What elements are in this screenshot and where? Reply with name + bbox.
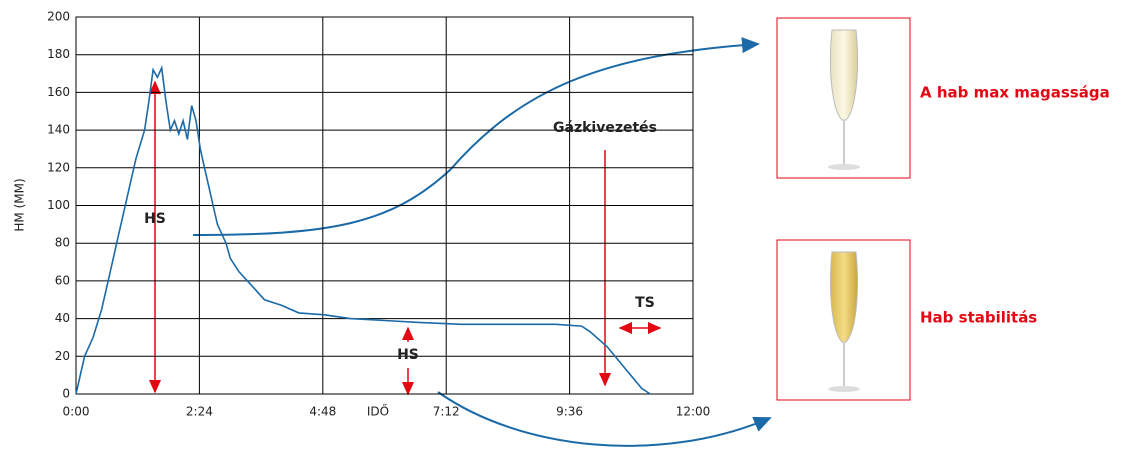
chart: HM (MM) IDŐ 0 20 40 60 80 100 120 140 160 180 200 0… bbox=[0, 0, 1148, 455]
x-tick-label: 2:24 bbox=[186, 405, 213, 419]
y-tick-label: 140 bbox=[47, 123, 70, 137]
x-axis-title: IDŐ bbox=[367, 404, 389, 419]
y-tick-label: 200 bbox=[47, 10, 70, 24]
annotation: HS bbox=[397, 347, 419, 363]
side-label: Hab stabilitás bbox=[920, 309, 1037, 327]
y-tick-label: 20 bbox=[55, 349, 70, 363]
x-tick-label: 12:00 bbox=[676, 405, 711, 419]
y-tick-label: 160 bbox=[47, 85, 70, 99]
y-tick-label: 40 bbox=[55, 311, 70, 325]
x-tick-label: 9:36 bbox=[556, 405, 583, 419]
annotations bbox=[155, 44, 770, 446]
connector-arrow bbox=[438, 392, 770, 446]
annotation: TS bbox=[635, 295, 655, 311]
x-tick-label: 0:00 bbox=[63, 405, 90, 419]
side-label: A hab max magassága bbox=[920, 84, 1110, 102]
connector-arrow bbox=[193, 44, 758, 235]
y-tick-label: 120 bbox=[47, 160, 70, 174]
x-tick-label: 7:12 bbox=[433, 405, 460, 419]
y-tick-label: 100 bbox=[47, 198, 70, 212]
y-axis-title: HM (MM) bbox=[13, 178, 27, 231]
annotation: HS bbox=[144, 211, 166, 227]
y-tick-label: 180 bbox=[47, 47, 70, 61]
x-tick-label: 4:48 bbox=[309, 405, 336, 419]
y-tick-label: 0 bbox=[62, 387, 70, 401]
annotation: Gázkivezetés bbox=[553, 120, 657, 136]
y-tick-label: 60 bbox=[55, 273, 70, 287]
y-tick-label: 80 bbox=[55, 236, 70, 250]
